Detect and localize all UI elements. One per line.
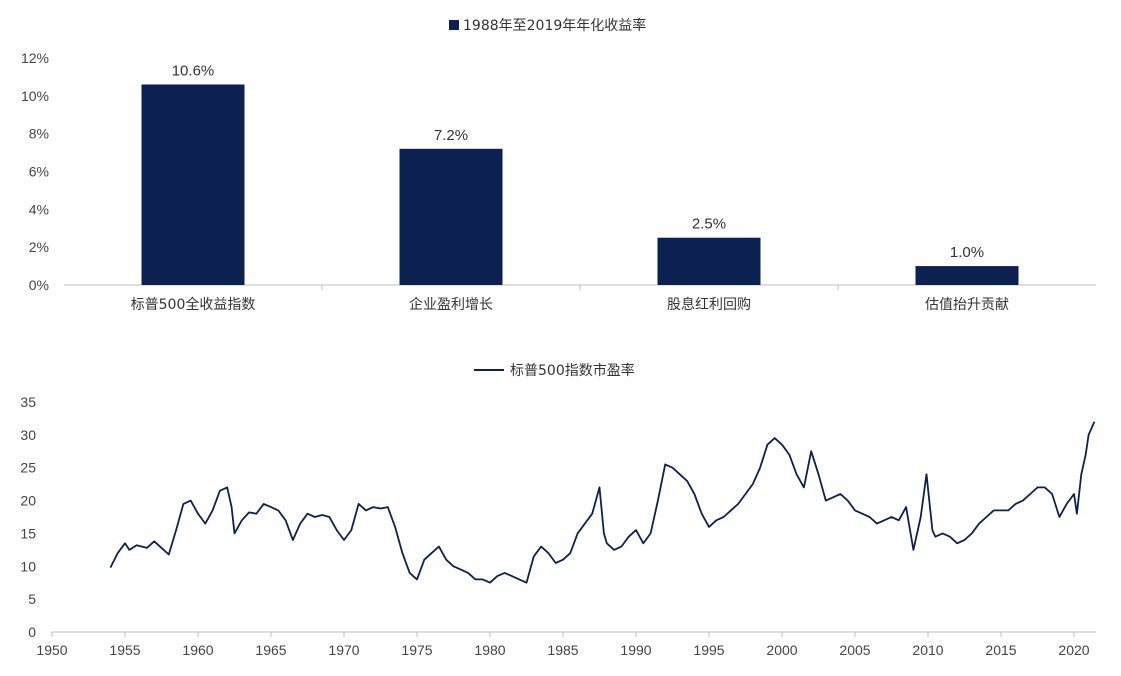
pe-ratio-line [109,421,1096,584]
bar-legend-label: 1988年至2019年年化收益率 [463,17,646,34]
bar-y-tick-label: 2% [29,239,49,255]
bar-category-label: 股息红利回购 [667,296,751,313]
bar-y-tick-label: 8% [29,126,49,142]
line-legend-label: 标普500指数市盈率 [510,362,635,379]
line-y-tick-label: 5 [28,591,36,607]
bar-category-label: 标普500全收益指数 [131,296,256,313]
bar [141,84,245,285]
bar [399,148,503,285]
bar-y-tick-label: 6% [29,164,49,180]
line-x-tick-label: 2015 [985,642,1016,658]
bar-y-tick-label: 0% [29,277,49,293]
line-x-tick-label: 1970 [328,642,359,658]
line-x-tick-label: 2005 [839,642,870,658]
bar-y-tick-label: 12% [21,50,49,66]
bar-data-label: 10.6% [172,62,215,79]
line-y-tick-label: 20 [20,493,36,509]
bar-data-label: 2.5% [692,216,726,233]
bar-data-label: 7.2% [434,127,468,144]
bar-data-label: 1.0% [950,244,984,261]
bar [915,266,1019,285]
line-x-tick-label: 2010 [912,642,943,658]
line-y-tick-label: 30 [20,427,36,443]
bar-y-tick-label: 10% [21,88,49,104]
bar-category-label: 企业盈利增长 [409,296,493,313]
line-y-tick-label: 25 [20,460,36,476]
line-chart: 标普500指数市盈率 0 5 10 15 20 25 30 35 1950 1955 1960 19… [20,362,1096,658]
line-x-tick-label: 1960 [182,642,213,658]
line-x-tick-label: 1955 [109,642,140,658]
line-x-tick-label: 2000 [766,642,797,658]
line-y-tick-label: 0 [28,624,36,640]
line-x-tick-label: 1980 [474,642,505,658]
bar-category-label: 估值抬升贡献 [925,297,1009,313]
line-y-tick-label: 35 [20,394,36,410]
line-x-tick-label: 2020 [1058,642,1089,658]
line-x-tick-label: 1975 [401,642,432,658]
line-y-tick-label: 15 [20,525,36,541]
line-x-tick-label: 1995 [693,642,724,658]
bar-y-tick-label: 4% [29,201,49,217]
line-x-tick-label: 1990 [620,642,651,658]
line-y-tick-label: 10 [20,558,36,574]
bar-legend-swatch [449,20,459,30]
line-x-tick-label: 1950 [36,642,67,658]
line-x-tick-label: 1965 [255,642,286,658]
bar [657,237,761,285]
line-x-tick-label: 1985 [547,642,578,658]
bar-chart: 1988年至2019年年化收益率 0% 2% 4% 6% 8% 10% 12% 标普500全… [21,17,1096,313]
